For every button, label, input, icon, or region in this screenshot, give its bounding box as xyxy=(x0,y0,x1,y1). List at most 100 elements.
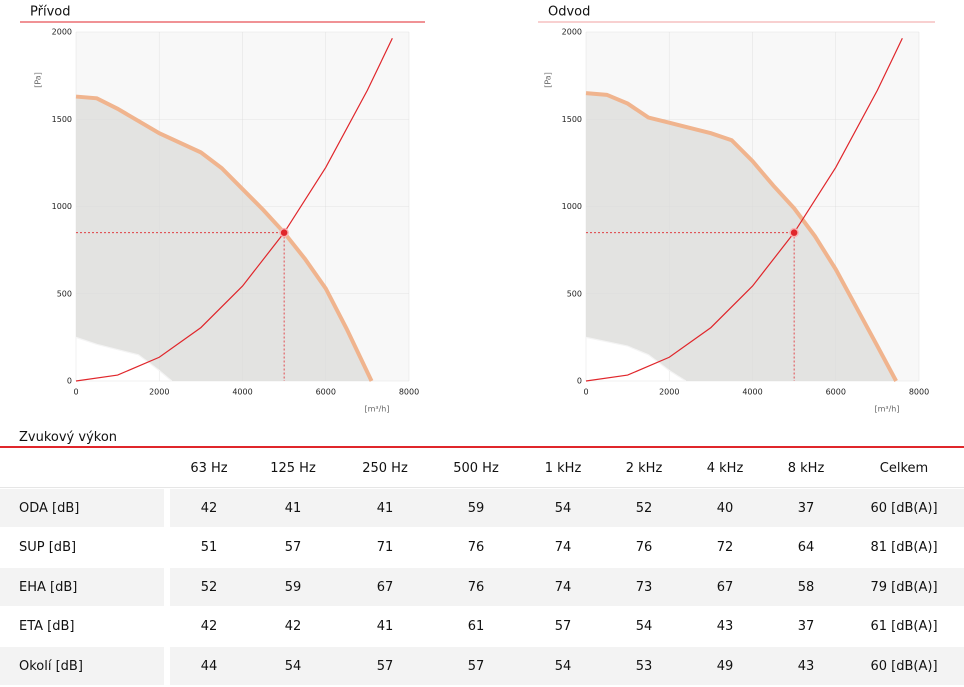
table-cell: 59 xyxy=(284,579,302,595)
table-cell: 73 xyxy=(635,579,653,595)
column-header: 63 Hz xyxy=(190,460,228,476)
table-title: Zvukový výkon xyxy=(19,429,118,445)
area xyxy=(586,337,686,381)
table-cell: 49 xyxy=(716,658,734,674)
x-tick-label: 6000 xyxy=(316,388,336,397)
table-cell: 60 [dB(A)] xyxy=(870,658,938,674)
chart-title: Odvod xyxy=(548,5,590,20)
table-cell: 58 xyxy=(797,579,815,595)
y-tick-label: 0 xyxy=(67,377,72,386)
row-bg xyxy=(170,528,964,567)
table-cell: 60 [dB(A)] xyxy=(870,500,938,516)
curve xyxy=(585,91,898,382)
y-axis-label: [Pa] xyxy=(544,72,553,88)
table-cell: 41 xyxy=(376,500,394,516)
table-cell: 76 xyxy=(467,579,485,595)
table-cell: 74 xyxy=(554,540,572,555)
table-cell: 57 xyxy=(284,540,302,555)
row-bg xyxy=(170,568,964,606)
y-tick-label: 2000 xyxy=(52,28,72,37)
table-cell: 42 xyxy=(200,500,218,516)
x-tick-label: 4000 xyxy=(742,388,762,397)
column-header: 4 kHz xyxy=(706,460,744,476)
row-bg xyxy=(0,528,164,567)
column-header: 1 kHz xyxy=(544,460,582,476)
row-label: EHA [dB] xyxy=(19,579,78,595)
row-bg xyxy=(0,607,164,646)
column-header: Celkem xyxy=(879,460,929,476)
table-cell: 59 xyxy=(467,500,485,516)
row-bg xyxy=(0,568,164,606)
curve xyxy=(585,38,903,382)
x-tick-label: 2000 xyxy=(659,388,679,397)
row-label: SUP [dB] xyxy=(19,540,77,555)
table-cell: 42 xyxy=(284,619,302,634)
table-cell: 81 [dB(A)] xyxy=(870,540,938,555)
y-axis-label: [Pa] xyxy=(34,72,43,88)
table-cell: 57 xyxy=(467,658,485,674)
charts: Přívod 0 2000 4000 6000 8000 0 500 1000 1500 2000 [… xyxy=(20,5,935,414)
row-label: Okolí [dB] xyxy=(19,658,83,674)
table-cell: 67 xyxy=(716,579,734,595)
table-cell: 61 [dB(A)] xyxy=(870,619,938,634)
table-rule xyxy=(0,446,964,448)
curve xyxy=(75,38,393,382)
header-rule xyxy=(0,487,964,488)
table-cell: 41 xyxy=(376,619,394,634)
table-cell: 52 xyxy=(200,579,218,595)
operating-point xyxy=(279,227,289,238)
x-axis-label: [m³/h] xyxy=(874,405,899,414)
row-bg xyxy=(170,489,964,527)
table-cell: 37 xyxy=(797,619,815,634)
row-bg xyxy=(0,489,164,527)
table-cell: 53 xyxy=(635,658,653,674)
operating-point xyxy=(789,227,799,238)
x-tick-label: 0 xyxy=(73,388,78,397)
y-tick-label: 1000 xyxy=(52,202,72,211)
column-header: 8 kHz xyxy=(787,460,825,476)
x-tick-label: 6000 xyxy=(826,388,846,397)
x-axis-label: [m³/h] xyxy=(364,405,389,414)
table-cell: 72 xyxy=(716,540,734,555)
row-bg xyxy=(0,647,164,685)
column-header: 2 kHz xyxy=(625,460,663,476)
table-cell: 79 [dB(A)] xyxy=(870,579,938,595)
curve xyxy=(585,336,687,382)
area xyxy=(76,337,172,381)
table-cell: 52 xyxy=(635,500,653,516)
table-cell: 54 xyxy=(635,619,653,634)
table-cell: 40 xyxy=(716,500,734,516)
table-cell: 43 xyxy=(797,658,815,674)
row-bg xyxy=(170,647,964,685)
table-cell: 57 xyxy=(554,619,572,634)
table-cell: 41 xyxy=(284,500,302,516)
area xyxy=(76,96,372,381)
y-tick-label: 0 xyxy=(577,377,582,386)
row-bg xyxy=(170,607,964,646)
table-cell: 37 xyxy=(797,500,815,516)
table-cell: 54 xyxy=(554,500,572,516)
y-tick-label: 1500 xyxy=(562,115,582,124)
table-cell: 51 xyxy=(200,540,218,555)
area xyxy=(586,93,897,381)
y-tick-label: 500 xyxy=(57,289,72,298)
curve xyxy=(75,336,173,382)
table-cell: 76 xyxy=(635,540,653,555)
table-cell: 42 xyxy=(200,619,218,634)
table-cell: 44 xyxy=(200,658,218,674)
column-header: 250 Hz xyxy=(362,460,408,476)
y-tick-label: 1000 xyxy=(562,202,582,211)
table-cell: 76 xyxy=(467,540,485,555)
table-cell: 71 xyxy=(376,540,394,555)
chart-title: Přívod xyxy=(30,5,70,20)
table-cell: 64 xyxy=(797,540,815,555)
row-label: ODA [dB] xyxy=(19,500,80,516)
table-cell: 54 xyxy=(554,658,572,674)
table-cell: 67 xyxy=(376,579,394,595)
y-tick-label: 2000 xyxy=(562,28,582,37)
table-cell: 54 xyxy=(284,658,302,674)
column-header: 500 Hz xyxy=(453,460,499,476)
x-tick-label: 8000 xyxy=(909,388,929,397)
table-cell: 61 xyxy=(467,619,485,634)
